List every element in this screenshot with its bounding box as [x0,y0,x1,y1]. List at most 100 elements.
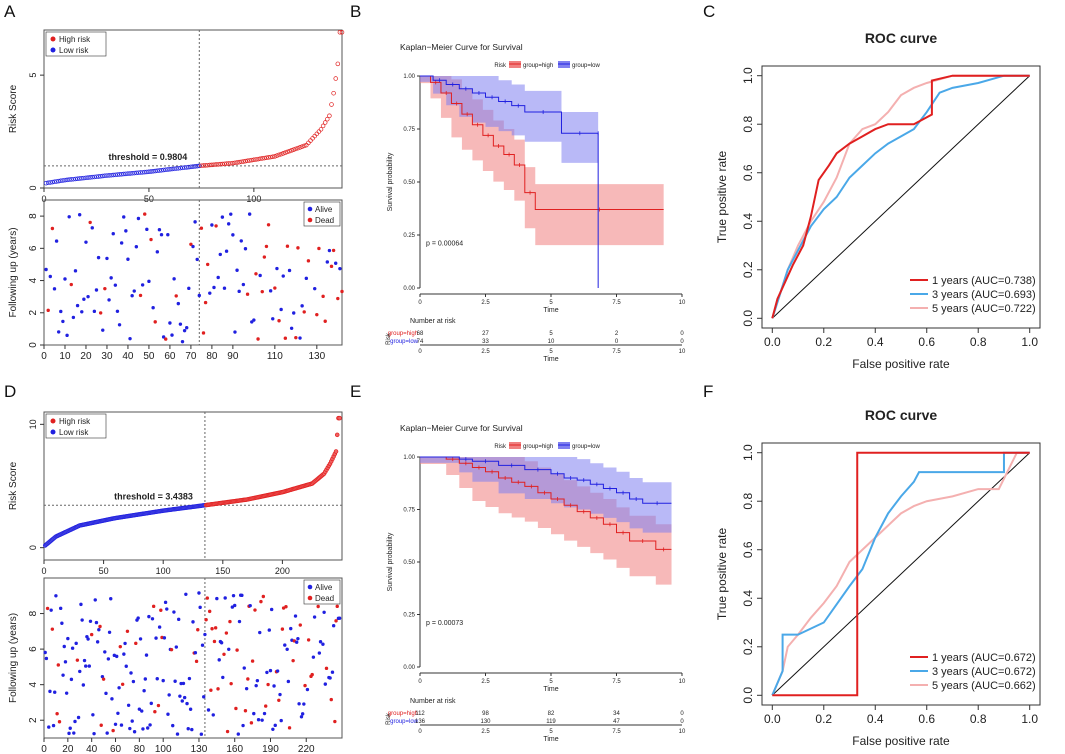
E_km-risk-title: Number at risk [410,698,456,705]
E_km-risk-value: 82 [548,711,555,717]
A_follow-point [50,226,55,231]
A_risk-point [134,170,139,176]
A_follow-point [126,257,130,261]
D_follow-point [146,726,150,730]
A_risk-point [129,171,135,176]
A_follow-point [59,309,63,314]
D_follow-point [97,628,101,632]
B_km-risk-value: 0 [680,339,684,345]
B_km-xtick-label: 2.5 [481,300,490,306]
D_risk-legend-low-marker [50,429,56,435]
D_follow-point [295,640,299,644]
A_follow-point [254,272,258,276]
D_risk-point [334,432,340,438]
A_follow-point [52,287,57,291]
A_risk-point [339,30,345,35]
A_risk-point [297,145,303,150]
D_follow-point [109,597,113,601]
A_follow-point [239,239,243,243]
D_follow-ylabel: Following up (years) [8,613,19,703]
D_follow-point [155,677,159,681]
D_follow-point [136,616,140,620]
D_follow-point [118,644,122,649]
D_follow-point [110,697,114,701]
A_follow-ylabel: Following up (years) [8,227,19,317]
A_risk-legend-low-marker [50,47,56,53]
D_follow-point [178,694,182,698]
F_roc-ytick-label: 0.6 [741,541,755,558]
E_km-ytick-label: 0.50 [403,560,415,566]
D_follow-point [225,729,230,734]
D_follow-point [169,647,174,652]
A_risk-point [291,147,296,152]
D_follow-point [312,615,317,619]
A_risk-point [215,162,221,167]
A_follow-point [130,294,134,298]
B_km-risk-xtick: 7.5 [612,349,621,355]
D_follow-point [62,644,66,649]
D_follow-point [154,636,158,640]
A_follow-point [191,244,195,249]
E_km-xtick-label: 0 [418,679,422,685]
A_risk-point [325,116,330,122]
panel-label-c: C [703,2,716,21]
D_follow-point [182,695,187,700]
E_km-risk-value: 112 [415,711,425,717]
A_risk-point [79,176,85,181]
D_follow-point [159,608,163,612]
A_risk-point [199,163,204,168]
B_km-xlabel: Time [543,307,558,314]
C_roc-ylabel: True positive rate [715,151,729,244]
D_follow-point [95,640,100,644]
A_follow-point [224,249,229,253]
D_follow-point [190,727,194,732]
D_follow-point [252,711,256,716]
A_follow-point [235,268,239,272]
A_follow-point [109,276,113,280]
A_risk-point [337,30,343,35]
F_roc-curve-3yr [771,451,1030,696]
C_roc-legend-label-1yr: 1 years (AUC=0.738) [932,275,1036,287]
D_follow-point [63,660,68,664]
A_risk-point [131,170,137,176]
A_follow-point [271,317,275,321]
A_follow-xtick-label: 10 [59,351,71,362]
D_follow-point [92,731,96,736]
E_km-risk-value: 98 [482,711,489,717]
D_follow-point [316,604,320,609]
F_roc-legend-label-5yr: 5 years (AUC=0.662) [932,680,1036,692]
D_follow-point [240,593,244,598]
A_risk-point [90,174,95,180]
D_follow-point [87,664,91,668]
A_risk-point [155,168,160,174]
A_follow-point [199,226,204,230]
D_follow-point [267,628,271,632]
D_follow-point [111,728,115,733]
A_follow-point [195,257,199,262]
A_risk-point [56,178,61,184]
A_follow-point [166,233,170,237]
D_follow-point [200,643,205,647]
A_risk-point [190,164,196,169]
D_follow-xtick-label: 160 [226,744,243,754]
E_km-ci-band-low [420,457,672,533]
E_km-risk-xtick: 0 [418,729,422,735]
B_km-risk-value: 0 [615,339,619,345]
A_follow-point [247,212,252,216]
E_km-legend-low-label: group=low [572,444,601,450]
D_follow-point [47,725,51,729]
D_follow-point [67,731,71,736]
A_follow-point [306,259,311,263]
D_follow-point [227,647,231,651]
D_follow-point [285,647,289,651]
D_follow-point [216,687,220,691]
A_follow-point [80,310,84,314]
A_follow-point [252,318,256,322]
B_km-ytick-label: 1.00 [403,74,415,80]
A_risk-point [226,161,231,166]
A_risk-point [211,162,217,167]
A_risk-point [322,120,328,125]
B_km-risk-value: 27 [482,331,489,337]
A_follow-point [298,336,302,340]
D_follow-point [163,600,168,605]
